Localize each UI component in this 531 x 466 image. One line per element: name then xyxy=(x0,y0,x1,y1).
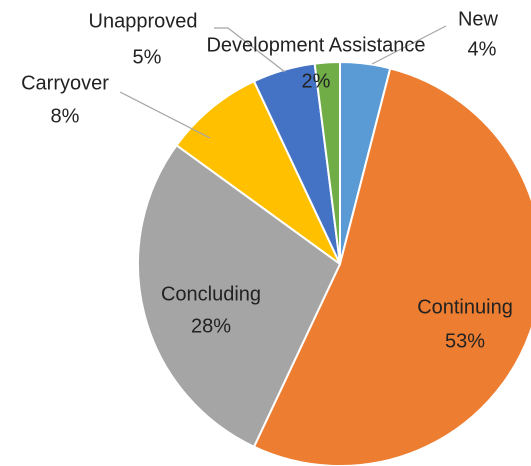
slice-label: Continuing xyxy=(417,296,513,318)
pie-slice xyxy=(137,143,342,449)
leader-line xyxy=(371,25,447,65)
slice-value-label: 28% xyxy=(191,315,231,337)
pie-slice xyxy=(313,60,341,265)
slice-value-label: 5% xyxy=(133,46,162,68)
leader-line xyxy=(214,27,286,73)
slice-label: Unapproved xyxy=(89,10,198,32)
slice-label: Concluding xyxy=(161,283,261,305)
slice-value-label: 2% xyxy=(302,70,331,92)
slice-value-label: 4% xyxy=(468,38,497,60)
slice-value-label: 53% xyxy=(445,330,485,352)
leader-line xyxy=(119,91,211,139)
slice-value-label: 8% xyxy=(51,105,80,127)
slice-label: Development Assistance xyxy=(206,34,425,56)
slice-label: Carryover xyxy=(21,72,109,94)
slice-label: New xyxy=(458,8,499,30)
pie-slice xyxy=(175,79,341,265)
